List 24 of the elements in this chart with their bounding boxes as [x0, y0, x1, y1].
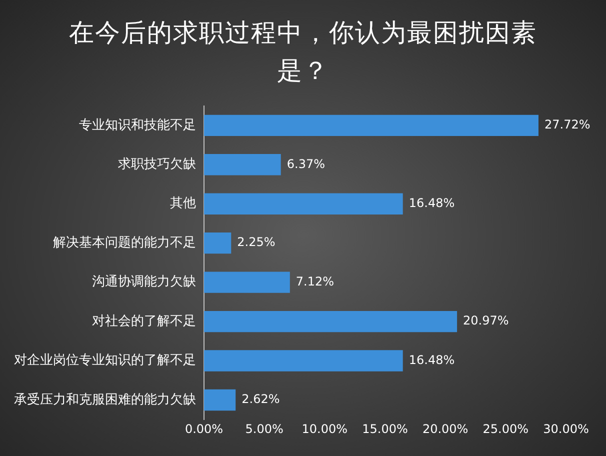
data-label: 16.48%: [408, 352, 455, 367]
x-tick-label: 30.00%: [543, 422, 589, 436]
y-tick-label: 求职技巧欠缺: [118, 157, 196, 172]
x-tick-label: 0.00%: [184, 422, 224, 436]
x-tick-label: 20.00%: [422, 422, 468, 436]
y-tick-label: 其他: [170, 196, 196, 212]
data-label: 16.48%: [408, 196, 455, 210]
y-tick-label: 沟通协调能力欠缺: [92, 274, 196, 290]
data-label: 6.37%: [286, 156, 325, 171]
x-tick-label: 15.00%: [362, 422, 408, 436]
y-tick-label: 承受压力和克服困难的能力欠缺: [14, 392, 196, 408]
y-tick-label: 对企业岗位专业知识的了解不足: [14, 353, 196, 368]
data-label: 2.62%: [242, 392, 280, 406]
data-label: 27.72%: [544, 118, 590, 132]
data-label: 2.25%: [237, 235, 276, 250]
x-tick-label: 10.00%: [302, 422, 348, 436]
y-tick-label: 解决基本问题的能力不足: [53, 235, 196, 250]
y-tick-label: 专业知识和技能不足: [79, 118, 196, 133]
x-tick-label: 5.00%: [245, 422, 284, 436]
data-label: 7.12%: [296, 274, 334, 288]
x-tick-label: 25.00%: [482, 422, 529, 436]
data-label: 20.97%: [463, 314, 509, 328]
chart-title: 在今后的求职过程中，你认为最困扰因素是？: [68, 17, 538, 87]
y-tick-label: 对社会的了解不足: [92, 314, 196, 329]
